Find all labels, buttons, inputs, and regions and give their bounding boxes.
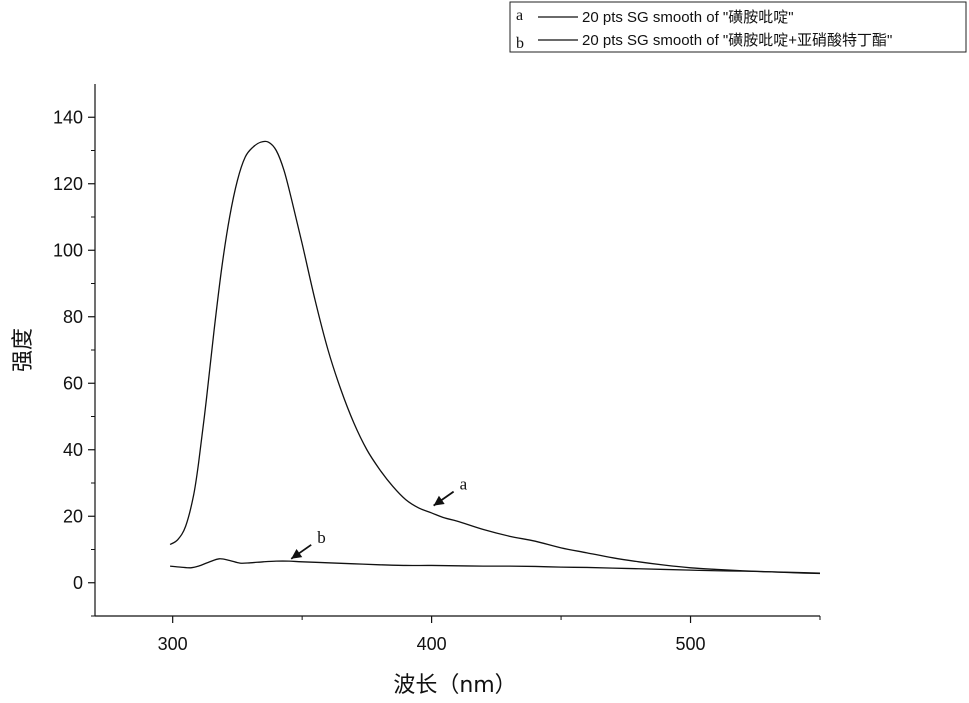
x-axis-title: 波长（nm） — [393, 673, 516, 698]
series-layer — [170, 141, 820, 573]
legend-label-a: 20 pts SG smooth of "磺胺吡啶" — [582, 9, 794, 26]
y-tick-label: 80 — [63, 307, 83, 327]
annotation-arrowhead-b — [291, 549, 302, 559]
annotation-arrowhead-a — [434, 496, 445, 506]
y-tick-label: 20 — [63, 506, 83, 526]
annotation-label-b: b — [317, 528, 326, 547]
x-tick-label: 300 — [158, 634, 188, 654]
annotation-label-a: a — [460, 475, 468, 494]
y-tick-label: 0 — [73, 573, 83, 593]
legend-label-b: 20 pts SG smooth of "磺胺吡啶+亚硝酸特丁酯" — [582, 32, 892, 49]
y-ticks: 0 20 40 60 80 100 120 140 — [53, 107, 95, 616]
x-tick-label: 400 — [417, 634, 447, 654]
y-axis-title: 强度 — [11, 328, 36, 372]
series-line-a — [170, 141, 820, 573]
axes — [95, 84, 820, 616]
legend-tag-a: a — [516, 7, 523, 24]
y-tick-label: 40 — [63, 440, 83, 460]
legend: a 20 pts SG smooth of "磺胺吡啶" b 20 pts SG… — [510, 2, 966, 52]
y-tick-label: 140 — [53, 107, 83, 127]
legend-tag-b: b — [516, 35, 524, 52]
x-ticks: 300 400 500 — [158, 616, 820, 654]
y-tick-label: 120 — [53, 174, 83, 194]
y-tick-label: 100 — [53, 240, 83, 260]
x-tick-label: 500 — [676, 634, 706, 654]
series-line-b — [170, 559, 820, 573]
y-tick-label: 60 — [63, 373, 83, 393]
